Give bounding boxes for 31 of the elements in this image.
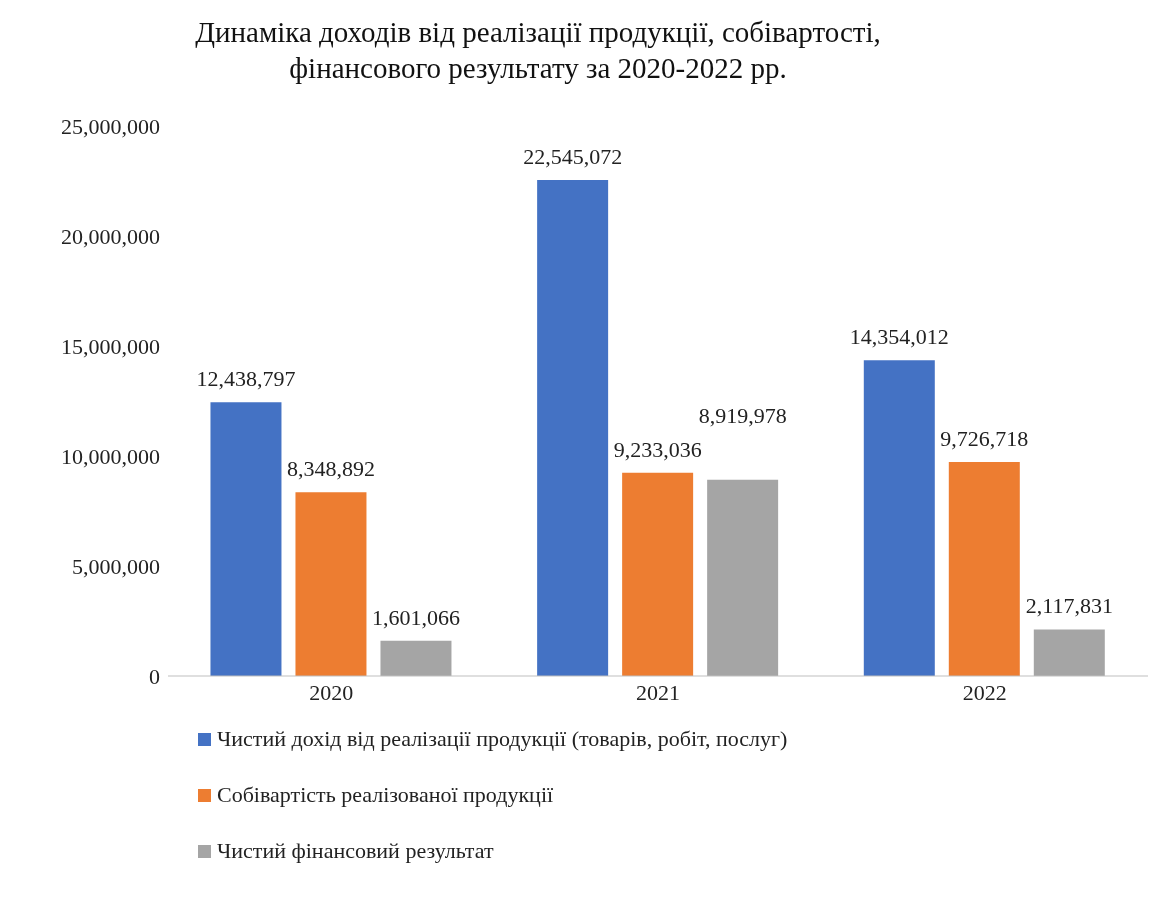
bar	[210, 402, 282, 676]
data-label: 14,354,012	[849, 324, 949, 350]
data-label: 12,438,797	[196, 366, 296, 392]
bar	[1033, 629, 1105, 676]
bar	[863, 360, 935, 676]
y-tick-label: 20,000,000	[61, 223, 160, 249]
x-tick-label: 2020	[309, 679, 354, 705]
data-label: 22,545,072	[523, 144, 623, 170]
data-label: 9,233,036	[613, 436, 702, 462]
bar	[380, 640, 452, 676]
x-tick-label: 2022	[962, 679, 1007, 705]
data-label: 9,726,718	[940, 426, 1029, 452]
bar	[948, 462, 1020, 676]
bar	[537, 180, 609, 676]
data-label: 1,601,066	[371, 604, 460, 630]
y-tick-label: 0	[149, 663, 160, 689]
x-tick-label: 2021	[636, 679, 680, 705]
legend-label: Чистий фінансовий результат	[217, 838, 494, 864]
y-tick-label: 15,000,000	[61, 333, 160, 359]
data-label: 8,919,978	[698, 402, 787, 428]
data-label: 8,348,892	[286, 456, 375, 482]
y-tick-label: 5,000,000	[72, 553, 160, 579]
legend-label: Собівартість реалізованої продукції	[217, 782, 554, 808]
bar	[707, 479, 779, 676]
data-label: 2,117,831	[1025, 593, 1113, 619]
y-tick-label: 10,000,000	[61, 443, 160, 469]
bar	[622, 472, 694, 676]
legend-label: Чистий дохід від реалізації продукції (товарів, робіт, послуг)	[217, 726, 788, 752]
chart-title: Динаміка доходів від реалізації продукції, собівартості, фінансового результату за 2020-2022 рр.	[194, 15, 882, 86]
y-tick-label: 25,000,000	[61, 113, 160, 139]
bar	[295, 492, 367, 676]
